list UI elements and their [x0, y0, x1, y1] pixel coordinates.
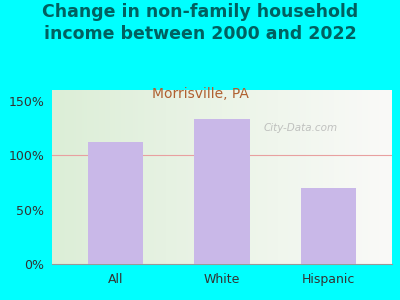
Bar: [88, 142, 143, 264]
Bar: [194, 119, 250, 264]
Text: City-Data.com: City-Data.com: [263, 123, 337, 133]
Bar: [301, 188, 356, 264]
Text: Change in non-family household
income between 2000 and 2022: Change in non-family household income be…: [42, 3, 358, 43]
Text: Morrisville, PA: Morrisville, PA: [152, 87, 248, 101]
